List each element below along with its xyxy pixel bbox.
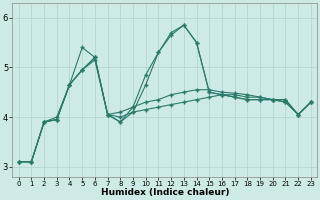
X-axis label: Humidex (Indice chaleur): Humidex (Indice chaleur) — [100, 188, 229, 197]
